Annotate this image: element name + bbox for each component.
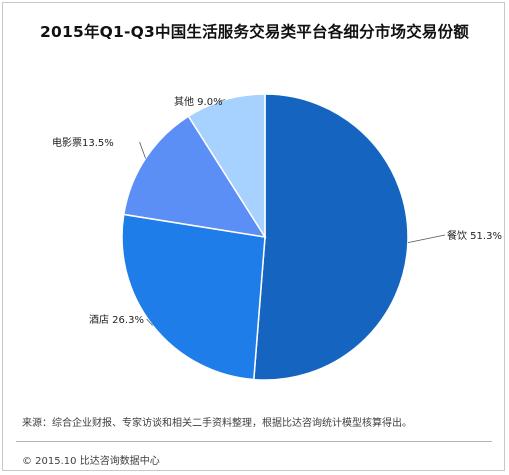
pie-labels: 餐饮 51.3% 酒店 26.3% 电影票13.5% 其他 9.0% xyxy=(52,95,502,326)
pie-slice-2 xyxy=(122,115,267,239)
leader-line-2 xyxy=(139,141,146,159)
slice-label-0: 餐饮 51.3% xyxy=(447,229,502,242)
slice-label-3: 其他 9.0% xyxy=(174,95,223,108)
source-note: 来源：综合企业财报、专家访谈和相关二手资料整理，根据比达咨询统计模型核算得出。 xyxy=(22,418,412,429)
pie-slices xyxy=(121,93,409,381)
leader-line-0 xyxy=(407,234,446,244)
pie-slice-0 xyxy=(252,93,409,381)
slice-label-2: 电影票13.5% xyxy=(52,136,114,149)
footer-divider xyxy=(16,441,492,442)
slice-label-1: 酒店 26.3% xyxy=(89,313,144,326)
leader-line-1 xyxy=(146,318,153,326)
chart-title: 2015年Q1-Q3中国生活服务交易类平台各细分市场交易份额 xyxy=(40,23,469,41)
copyright-text: © 2015.10 比达咨询数据中心 xyxy=(22,456,160,467)
leader-line-3 xyxy=(219,99,226,102)
pie-slice-3 xyxy=(187,93,266,240)
pie-slice-1 xyxy=(121,213,266,381)
